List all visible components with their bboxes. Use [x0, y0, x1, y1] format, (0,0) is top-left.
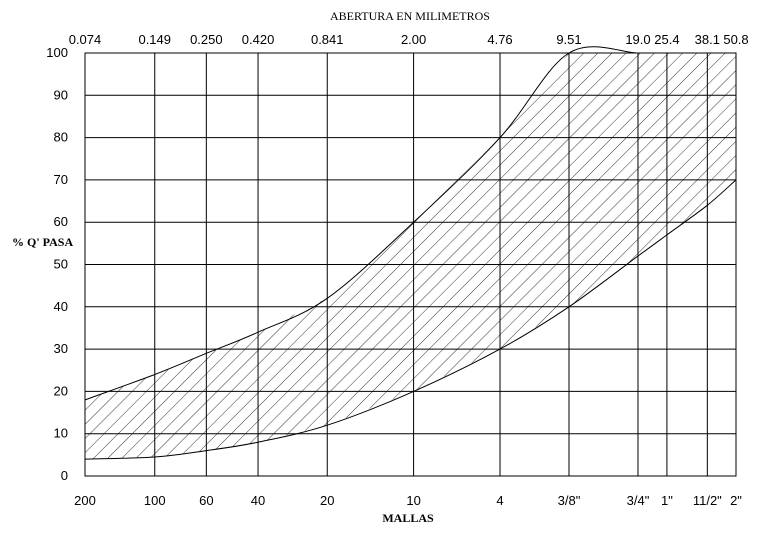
top-tick-label: 0.074	[69, 32, 102, 47]
top-tick-label: 0.841	[311, 32, 344, 47]
chart-title: ABERTURA EN MILIMETROS	[330, 9, 490, 23]
top-tick-label: 0.149	[138, 32, 171, 47]
bottom-tick-label: 20	[320, 493, 334, 508]
bottom-tick-label: 10	[406, 493, 420, 508]
top-tick-label: 0.420	[242, 32, 275, 47]
y-tick-label: 0	[61, 468, 68, 483]
x-axis-label: MALLAS	[382, 511, 434, 525]
top-tick-label: 9.51	[556, 32, 581, 47]
y-tick-label: 90	[54, 87, 68, 102]
top-tick-label: 19.0	[625, 32, 650, 47]
y-tick-label: 10	[54, 426, 68, 441]
y-axis-label: % Q' PASA	[12, 235, 73, 249]
bottom-tick-labels: 200 100 60 40 20 10 4 3/8" 3/4" 1" 11/2" 2"	[74, 493, 742, 508]
envelope-band-layer	[85, 53, 736, 460]
top-tick-label: 2.00	[401, 32, 426, 47]
lower-limit-curve	[84, 179, 737, 460]
y-tick-label: 20	[54, 383, 68, 398]
y-tick-labels: 0 10 20 30 40 50 60 70 80 90 100	[46, 45, 68, 483]
curve-layer	[84, 46, 737, 477]
bottom-tick-label: 11/2"	[693, 493, 722, 508]
envelope-band	[85, 53, 736, 460]
y-tick-label: 80	[54, 130, 68, 145]
top-tick-label: 4.76	[487, 32, 512, 47]
top-tick-label: 38.1	[695, 32, 720, 47]
top-tick-label: 25.4	[654, 32, 679, 47]
plot-border	[84, 52, 737, 477]
top-tick-label: 0.250	[190, 32, 223, 47]
y-tick-label: 40	[54, 299, 68, 314]
top-tick-label: 50.8	[723, 32, 748, 47]
bottom-tick-label: 3/8"	[558, 493, 581, 508]
bottom-tick-label: 4	[496, 493, 503, 508]
bottom-tick-label: 100	[144, 493, 166, 508]
y-tick-label: 70	[54, 172, 68, 187]
bottom-tick-label: 40	[251, 493, 265, 508]
bottom-tick-label: 3/4"	[627, 493, 650, 508]
bottom-tick-label: 2"	[730, 493, 742, 508]
y-tick-label: 50	[54, 257, 68, 272]
y-tick-label: 60	[54, 214, 68, 229]
bottom-tick-label: 60	[199, 493, 213, 508]
bottom-tick-label: 1"	[661, 493, 673, 508]
top-tick-labels: 0.074 0.149 0.250 0.420 0.841 2.00 4.76 9.51 19.…	[69, 32, 749, 47]
y-tick-label: 30	[54, 341, 68, 356]
bottom-tick-label: 200	[74, 493, 96, 508]
y-tick-label: 100	[46, 45, 68, 60]
